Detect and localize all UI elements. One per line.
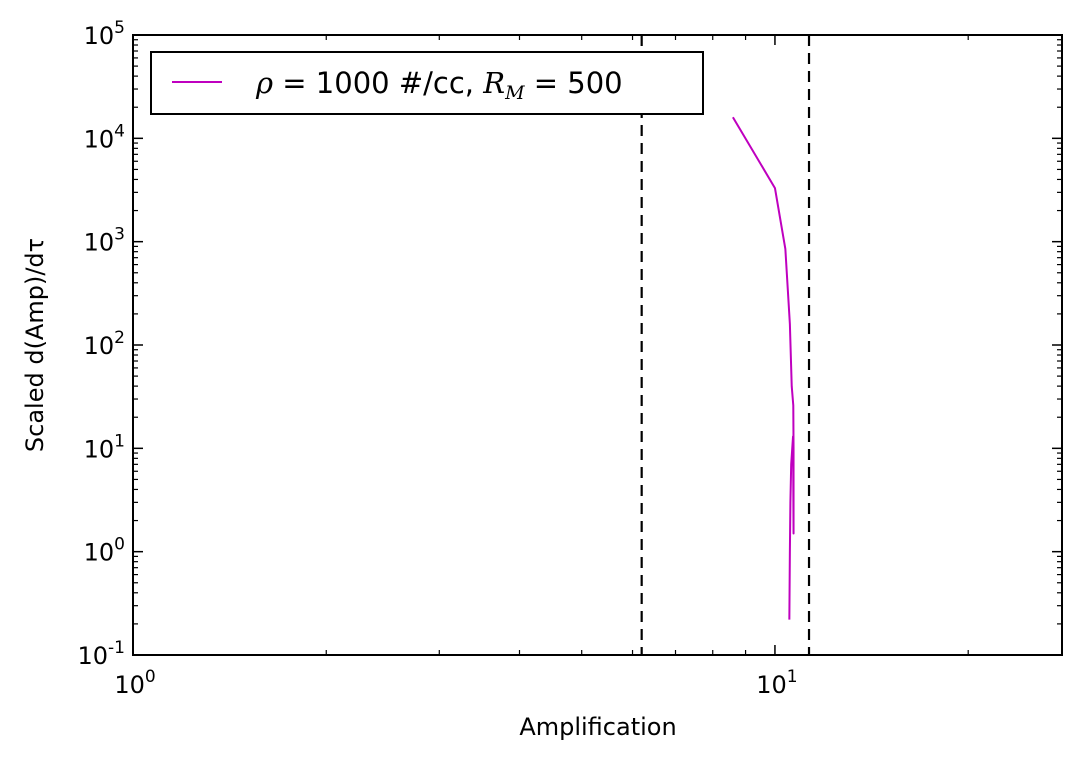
plot-background <box>133 35 1062 655</box>
y-tick-label: 104 <box>84 121 125 153</box>
legend-entry: ρ = 1000 #/cc, RM = 500 <box>255 66 623 104</box>
x-tick-label: 101 <box>756 667 797 699</box>
x-tick-label: 100 <box>114 667 155 699</box>
series-lines <box>732 116 795 620</box>
y-tick-label: 103 <box>84 225 125 257</box>
y-tick-label: 10-1 <box>78 638 126 670</box>
y-tick-label: 101 <box>84 431 125 463</box>
y-tick-label: 100 <box>84 535 125 567</box>
series-line <box>732 116 795 620</box>
legend-rho: ρ <box>255 66 273 100</box>
legend-box <box>150 51 704 115</box>
legend-density: = 1000 #/cc, <box>273 66 483 100</box>
legend-rm-value: = 500 <box>525 66 623 100</box>
reference-lines <box>640 35 811 655</box>
legend: ρ = 1000 #/cc, RM = 500 <box>150 51 704 115</box>
y-axis-label: Scaled d(Amp)/dτ <box>21 238 49 452</box>
plot-frame <box>132 34 1063 656</box>
x-axis-label: Amplification <box>519 713 676 741</box>
legend-rm-sub: M <box>504 82 525 104</box>
y-tick-label: 105 <box>84 18 125 50</box>
legend-rm: R <box>482 66 505 100</box>
y-tick-label: 102 <box>84 328 125 360</box>
